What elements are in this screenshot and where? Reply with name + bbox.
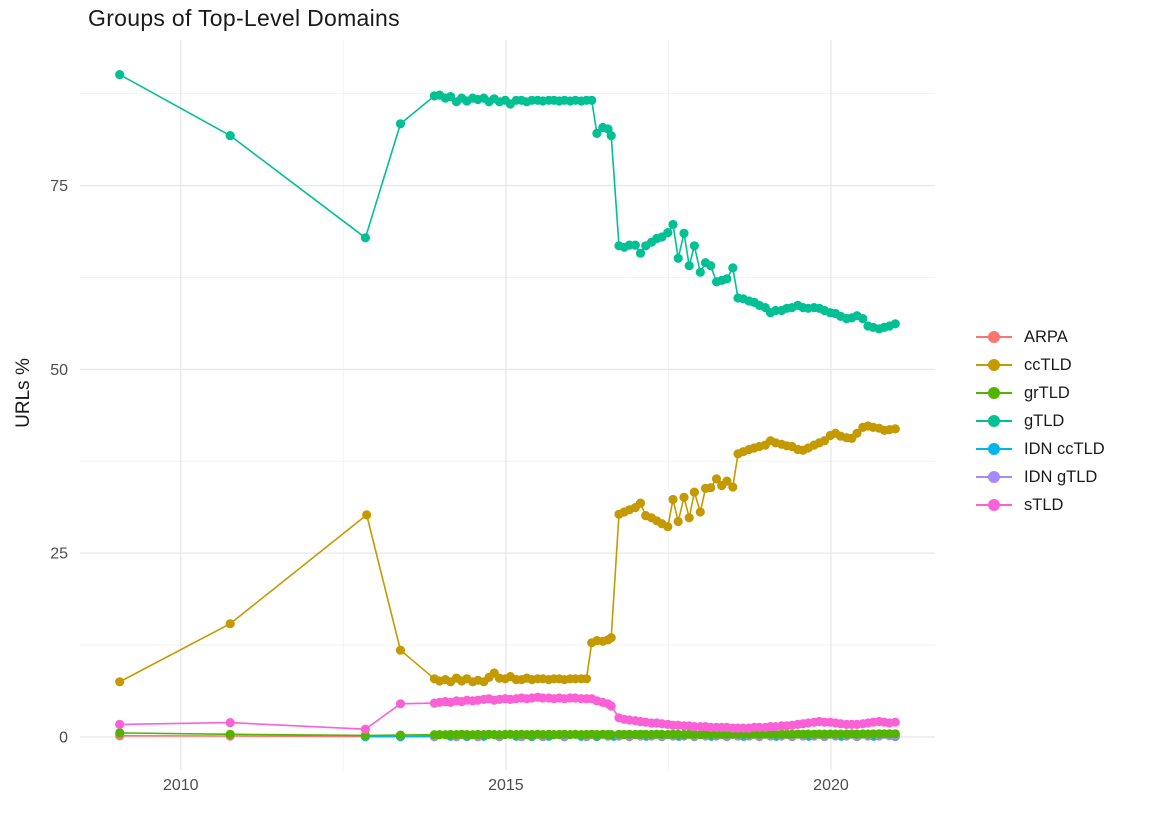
series-point-gtld [728,263,738,273]
series-point-gtld [858,314,868,324]
legend-label: sTLD [1024,495,1064,514]
legend-label: gTLD [1024,411,1065,430]
series-point-cctld [581,674,592,684]
x-tick-label: 2020 [813,777,849,794]
series-point-stld [360,724,370,734]
series-point-gtld [225,131,235,141]
series-point-cctld [663,522,673,532]
legend-key-icon [976,470,1012,484]
legend-item-arpa: ARPA [976,323,1105,351]
legend-label: ccTLD [1024,355,1072,374]
series-point-cctld [225,619,235,629]
series-point-grtld [606,730,616,740]
legend-item-grtld: grTLD [976,379,1105,407]
series-point-cctld [679,492,689,502]
series-point-cctld [711,474,722,484]
series-point-stld [395,699,406,709]
legend-key-icon [976,442,1012,456]
series-point-cctld [722,476,732,486]
series-point-gtld [360,233,370,243]
legend-item-gtld: gTLD [976,407,1105,435]
x-tick-label: 2015 [488,777,524,794]
y-tick-label: 25 [50,546,68,563]
series-point-gtld [890,319,900,329]
y-axis-title: URLs % [13,358,34,428]
legend-label: IDN gTLD [1024,467,1098,486]
series-point-gtld [695,267,705,277]
series-point-cctld [668,494,678,505]
series-point-gtld [587,95,597,105]
legend-label: grTLD [1024,383,1070,402]
legend-key-icon [976,386,1012,400]
series-point-stld [225,718,235,728]
series-point-cctld [695,507,705,517]
series-point-stld [115,719,125,730]
legend-key-icon [976,414,1012,428]
series-point-gtld [722,274,732,284]
series-point-gtld [446,92,456,102]
series-line-cctld [119,425,896,683]
series-point-gtld [668,219,678,230]
legend: ARPA ccTLD grTLD gTLD IDN ccTLD IDN gTLD sTLD [976,323,1105,519]
series-point-gtld [673,253,683,263]
series-point-cctld [689,487,700,497]
legend-label: IDN ccTLD [1024,439,1105,458]
series-point-grtld [225,729,235,739]
series-point-grtld [890,729,900,739]
series-point-gtld [684,261,694,271]
legend-key-icon [976,358,1012,372]
series-point-cctld [635,498,646,508]
series-point-cctld [673,516,683,527]
series-point-gtld [689,241,700,251]
series-point-cctld [852,428,862,438]
series-point-gtld [630,240,640,250]
legend-item-stld: sTLD [976,491,1105,519]
series-point-stld [890,717,900,727]
legend-key-icon [976,498,1012,512]
y-tick-label: 50 [50,362,68,379]
y-tick-label: 0 [59,729,68,746]
series-point-gtld [606,131,616,141]
legend-item-idn-gtld: IDN gTLD [976,463,1105,491]
x-tick-label: 2010 [163,777,199,794]
series-point-cctld [395,645,406,655]
legend-key-icon [976,330,1012,344]
series-point-gtld [679,228,689,238]
series-point-grtld [395,730,406,740]
series-point-gtld [592,128,602,138]
legend-label: ARPA [1024,327,1068,346]
y-tick-label: 75 [50,178,68,195]
series-line-gtld [119,73,896,330]
series-point-gtld [395,119,406,129]
chart-title: Groups of Top-Level Domains [88,5,400,31]
series-point-cctld [890,424,900,434]
series-point-stld [606,701,616,711]
series-point-gtld [706,261,716,271]
series-point-grtld [115,728,125,738]
series-point-gtld [115,70,125,80]
series-point-gtld [635,248,646,258]
series-point-gtld [663,228,673,238]
series-point-cctld [728,482,738,492]
series-point-cctld [606,633,616,643]
series-point-cctld [706,483,716,493]
series-point-cctld [115,677,125,687]
legend-item-cctld: ccTLD [976,351,1105,379]
legend-item-idn-cctld: IDN ccTLD [976,435,1105,463]
series-point-cctld [362,510,372,520]
series-point-cctld [684,513,694,523]
